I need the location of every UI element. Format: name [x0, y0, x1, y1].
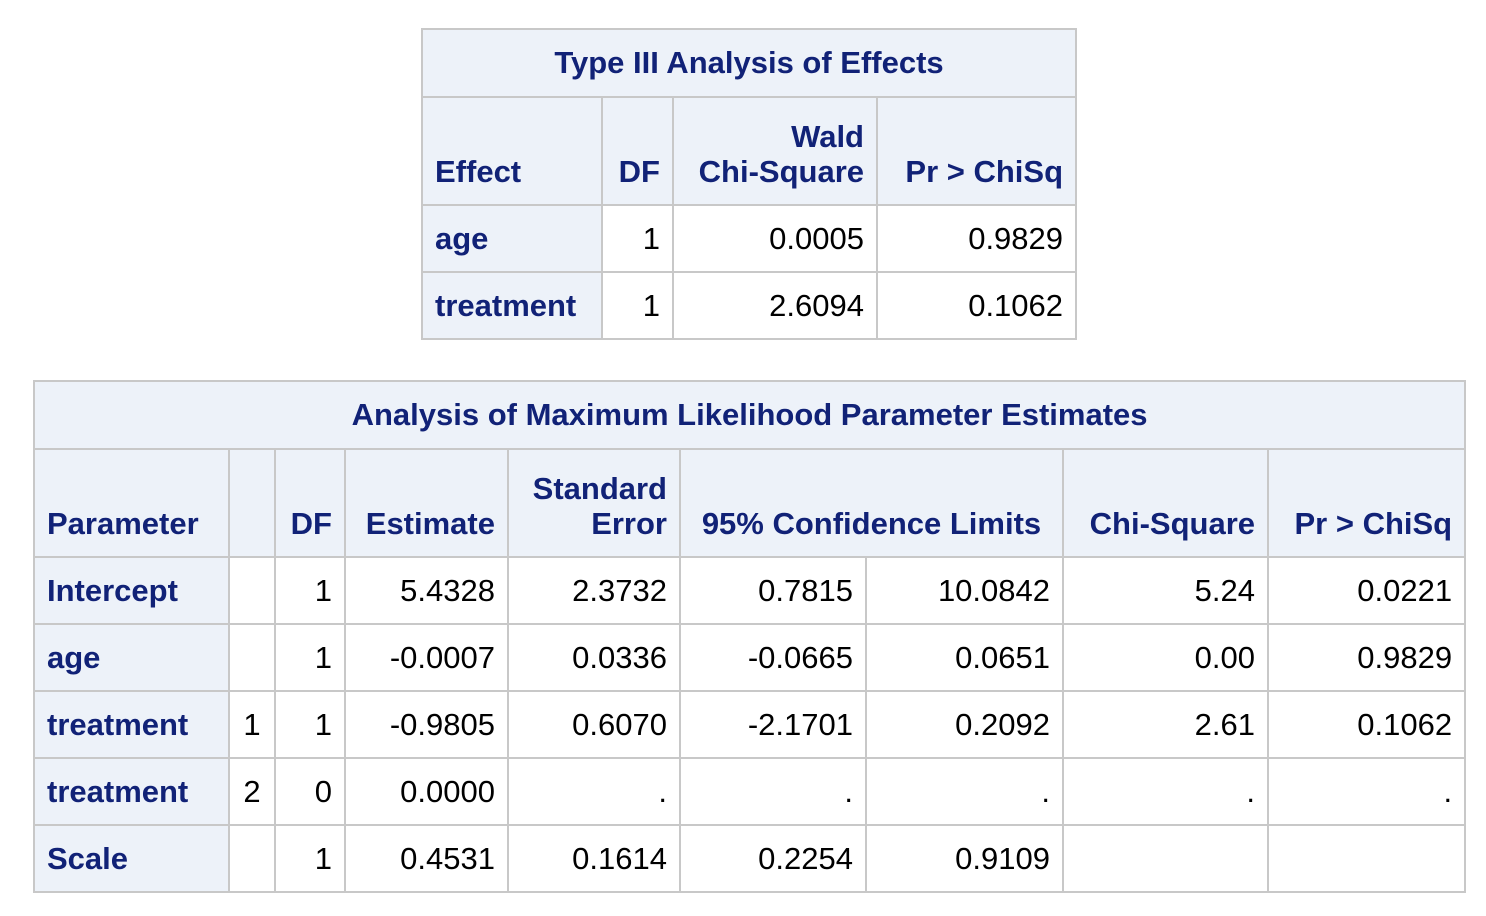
chisq-value: . — [1062, 757, 1269, 826]
type3-analysis-table: Type III Analysis of Effects Effect DF W… — [420, 28, 1078, 340]
stderr-header-line1: Standard — [532, 470, 667, 506]
df-value: 1 — [274, 623, 346, 692]
df-value: 1 — [601, 204, 674, 273]
level-value — [228, 824, 276, 893]
estimate-value: 0.4531 — [344, 824, 509, 893]
df-value: 1 — [274, 556, 346, 625]
pr-chisq-value: 0.9829 — [1266, 623, 1467, 692]
pr-chisq-value: 0.1062 — [875, 271, 1078, 340]
level-value — [228, 623, 276, 692]
chisq-value: 2.61 — [1062, 690, 1269, 759]
df-column-header: DF — [601, 96, 674, 206]
table-row: age 1 0.0005 0.9829 — [421, 204, 1078, 273]
wald-chisq-column-header: Wald Chi-Square — [672, 96, 878, 206]
upper-limit-value: 10.0842 — [865, 556, 1064, 625]
upper-limit-value: . — [865, 757, 1064, 826]
estimate-value: 0.0000 — [344, 757, 509, 826]
df-value: 1 — [274, 690, 346, 759]
effect-column-header: Effect — [421, 96, 603, 206]
confidence-limits-column-header: 95% Confidence Limits — [679, 448, 1064, 558]
stderr-header-line2: Error — [591, 506, 667, 542]
estimate-value: 5.4328 — [344, 556, 509, 625]
effect-name: age — [421, 204, 603, 273]
table-row: Scale 1 0.4531 0.1614 0.2254 0.9109 — [33, 824, 1467, 893]
parameter-name: Intercept — [33, 556, 230, 625]
mle-estimates-table: Analysis of Maximum Likelihood Parameter… — [32, 380, 1467, 893]
parameter-name: age — [33, 623, 230, 692]
table-row: treatment 1 2.6094 0.1062 — [421, 271, 1078, 340]
pr-chisq-column-header: Pr > ChiSq — [1266, 448, 1467, 558]
type3-table-title: Type III Analysis of Effects — [420, 28, 1078, 98]
chisq-value — [1062, 824, 1269, 893]
pr-chisq-value: . — [1266, 757, 1467, 826]
level-column-header — [228, 448, 276, 558]
estimate-value: -0.9805 — [344, 690, 509, 759]
table-row: age 1 -0.0007 0.0336 -0.0665 0.0651 0.00… — [33, 623, 1467, 692]
pr-chisq-value: 0.9829 — [875, 204, 1078, 273]
df-value: 0 — [274, 757, 346, 826]
stderr-column-header: Standard Error — [507, 448, 681, 558]
pr-chisq-value — [1266, 824, 1467, 893]
wald-chisq-value: 2.6094 — [672, 271, 878, 340]
df-value: 1 — [601, 271, 674, 340]
parameter-name: treatment — [33, 690, 230, 759]
chisq-value: 5.24 — [1062, 556, 1269, 625]
chisq-value: 0.00 — [1062, 623, 1269, 692]
table-row: Intercept 1 5.4328 2.3732 0.7815 10.0842… — [33, 556, 1467, 625]
lower-limit-value: . — [679, 757, 867, 826]
wald-header-line2: Chi-Square — [698, 154, 864, 190]
parameter-column-header: Parameter — [33, 448, 230, 558]
chisq-column-header: Chi-Square — [1062, 448, 1269, 558]
stderr-value: . — [507, 757, 681, 826]
level-value: 2 — [228, 757, 276, 826]
table-row: treatment 1 1 -0.9805 0.6070 -2.1701 0.2… — [33, 690, 1467, 759]
stderr-value: 0.6070 — [507, 690, 681, 759]
pr-chisq-value: 0.1062 — [1266, 690, 1467, 759]
df-value: 1 — [274, 824, 346, 893]
estimate-value: -0.0007 — [344, 623, 509, 692]
table-row: treatment 2 0 0.0000 . . . . . — [33, 757, 1467, 826]
level-value: 1 — [228, 690, 276, 759]
pr-chisq-value: 0.0221 — [1266, 556, 1467, 625]
parameter-name: Scale — [33, 824, 230, 893]
upper-limit-value: 0.9109 — [865, 824, 1064, 893]
lower-limit-value: 0.2254 — [679, 824, 867, 893]
wald-header-line1: Wald — [791, 118, 864, 154]
lower-limit-value: 0.7815 — [679, 556, 867, 625]
estimate-column-header: Estimate — [344, 448, 509, 558]
upper-limit-value: 0.2092 — [865, 690, 1064, 759]
lower-limit-value: -2.1701 — [679, 690, 867, 759]
upper-limit-value: 0.0651 — [865, 623, 1064, 692]
stderr-value: 2.3732 — [507, 556, 681, 625]
pr-chisq-column-header: Pr > ChiSq — [875, 96, 1078, 206]
stderr-value: 0.0336 — [507, 623, 681, 692]
df-column-header: DF — [274, 448, 346, 558]
level-value — [228, 556, 276, 625]
effect-name: treatment — [421, 271, 603, 340]
mle-table-title: Analysis of Maximum Likelihood Parameter… — [32, 380, 1467, 450]
parameter-name: treatment — [33, 757, 230, 826]
stderr-value: 0.1614 — [507, 824, 681, 893]
wald-chisq-value: 0.0005 — [672, 204, 878, 273]
lower-limit-value: -0.0665 — [679, 623, 867, 692]
